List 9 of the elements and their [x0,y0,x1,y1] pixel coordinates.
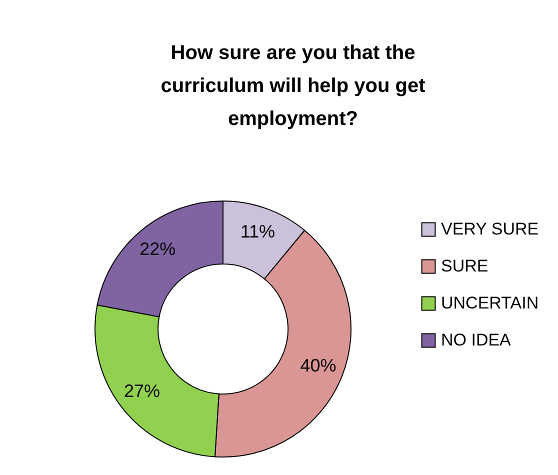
legend-label: NO IDEA [441,330,512,350]
legend-label: UNCERTAIN [441,294,539,312]
data-label: 27% [124,380,160,401]
data-label: 11% [240,222,276,242]
legend-label: VERY SURE [441,220,539,238]
legend-label: SURE [441,256,488,276]
data-label: 40% [300,356,336,376]
chart-title: How sure are you that the curriculum will help you get employment? [160,42,426,130]
data-label: 22% [140,239,176,260]
